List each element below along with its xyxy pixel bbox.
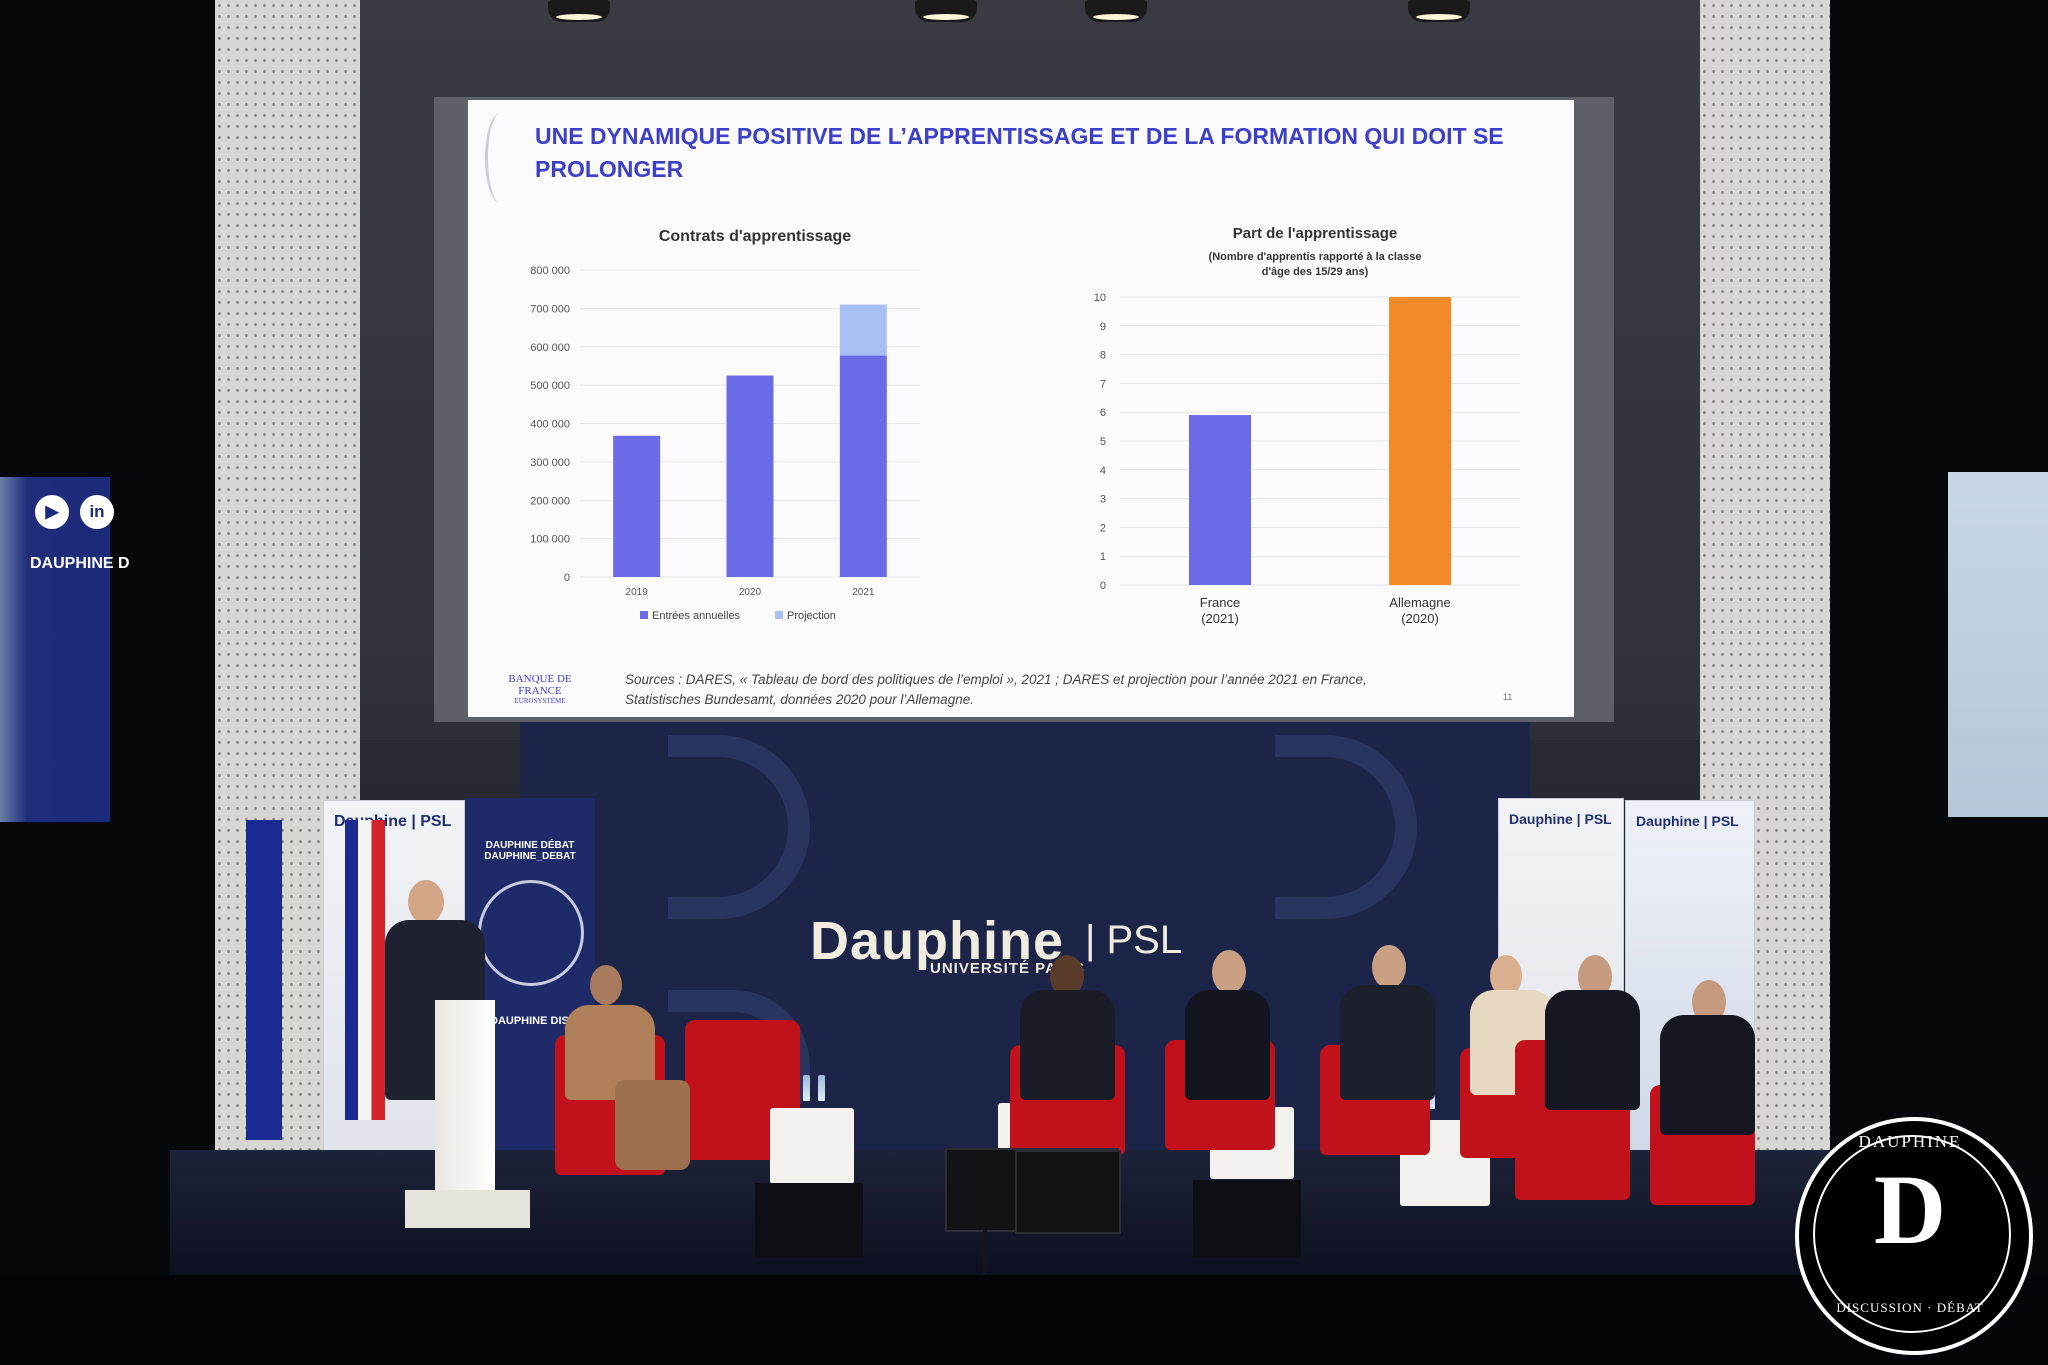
panelist-body: [1660, 1015, 1755, 1135]
chart-apprentissage-contracts: 800 000 700 000 600 000 500 000 400 000 300 0…: [530, 265, 920, 622]
slide-decoration: [485, 113, 516, 203]
banner-seal: [478, 880, 584, 986]
y-tick-label: 700 000: [530, 303, 570, 315]
y-tick-label: 300 000: [530, 457, 570, 469]
slide-source: Sources : DARES, « Tableau de bord des p…: [625, 670, 1505, 710]
panelist-head: [590, 965, 622, 1005]
banner-brand: Dauphine | PSL: [1509, 811, 1612, 827]
right-side-screen: [1948, 472, 2048, 817]
x-tick-label: Allemagne: [1389, 595, 1450, 610]
y-tick-label: 2: [1100, 522, 1106, 534]
bar-france: [1189, 415, 1251, 585]
water-bottle: [818, 1075, 825, 1101]
psl-logo: | PSL: [1085, 918, 1183, 962]
logo-subtext: EUROSYSTÈME: [514, 697, 566, 705]
stage-speaker: [755, 1183, 863, 1258]
y-tick-label: 400 000: [530, 419, 570, 431]
bar-2020: [726, 375, 774, 577]
bar-2021: [839, 355, 887, 577]
x-tick-label: France: [1200, 595, 1240, 610]
french-flag: [345, 820, 385, 1120]
legend-swatch: [775, 611, 783, 619]
chart-subtitle-line: d'âge des 15/29 ans): [1261, 266, 1369, 278]
spotlight: [1408, 0, 1470, 22]
dauphine-logo: Dauphine: [810, 911, 1065, 971]
panelist-body: [1340, 985, 1435, 1100]
legend-label: Entrées annuelles: [652, 610, 741, 622]
source-line: Statistisches Bundesamt, données 2020 po…: [625, 692, 974, 707]
chart-subtitle: (Nombre d'apprentis rapporté à la classe…: [1115, 250, 1515, 280]
panelist-body: [1545, 990, 1640, 1110]
spotlight: [1085, 0, 1147, 22]
panelist-body: [1020, 990, 1115, 1100]
universite-text: UNIVERSITÉ PARIS: [930, 960, 1085, 977]
y-tick-label: 0: [1100, 580, 1106, 592]
watermark-ring: [1813, 1135, 2011, 1333]
confidence-monitor: [1015, 1150, 1121, 1234]
y-tick-label: 200 000: [530, 495, 570, 507]
banner-brand: Dauphine | PSL: [1636, 813, 1739, 829]
youtube-icon: ▶: [35, 495, 69, 529]
panelist-body: [1185, 990, 1270, 1100]
watermark-text-top: DAUPHINE: [1858, 1132, 1962, 1151]
speaker-head: [408, 880, 444, 924]
y-tick-label: 8: [1100, 350, 1106, 362]
x-tick-sublabel: (2021): [1201, 611, 1239, 626]
banner-social-handles: DAUPHINE DÉBAT DAUPHINE_DEBAT: [484, 840, 576, 862]
lectern: [435, 1000, 495, 1210]
logo-text: BANQUE DE FRANCE: [508, 673, 572, 697]
side-table-cube: [770, 1108, 854, 1184]
panelist-head: [1372, 945, 1406, 989]
y-tick-label: 6: [1100, 407, 1106, 419]
spotlight: [548, 0, 610, 22]
y-tick-label: 5: [1100, 436, 1106, 448]
slide-title: UNE DYNAMIQUE POSITIVE DE L’APPRENTISSAG…: [535, 123, 1504, 182]
y-tick-label: 9: [1100, 321, 1106, 333]
stage-speaker: [1193, 1180, 1301, 1258]
y-tick-label: 3: [1100, 494, 1106, 506]
watermark-monogram: D: [1873, 1154, 1947, 1265]
x-tick-sublabel: (2020): [1401, 611, 1439, 626]
left-screen-text: DAUPHINE D: [30, 555, 130, 572]
panelist-legs: [615, 1080, 690, 1170]
chart-subtitle-line: (Nombre d'apprentis rapporté à la classe: [1208, 251, 1422, 263]
chart-title: Part de l'apprentissage: [1232, 225, 1398, 242]
spotlight: [915, 0, 977, 22]
y-tick-label: 600 000: [530, 342, 570, 354]
x-tick-label: 2021: [852, 587, 875, 598]
y-tick-label: 4: [1100, 465, 1106, 477]
eu-flag: [246, 820, 282, 1140]
legend-swatch: [640, 611, 648, 619]
y-tick-label: 800 000: [530, 265, 570, 277]
x-tick-label: 2019: [626, 587, 649, 598]
left-side-screen: [0, 477, 110, 822]
lectern-base: [405, 1190, 530, 1228]
linkedin-icon: in: [80, 495, 114, 529]
y-tick-label: 7: [1100, 378, 1106, 390]
audience-area: [0, 1275, 2048, 1365]
y-tick-label: 100 000: [530, 534, 570, 546]
slide-page-number: 11: [1503, 692, 1513, 702]
source-line: Sources : DARES, « Tableau de bord des p…: [625, 672, 1367, 687]
banque-de-france-logo: BANQUE DE FRANCE EUROSYSTÈME: [490, 673, 590, 705]
watermark-text-bottom: DISCUSSION · DÉBAT: [1836, 1300, 1984, 1315]
x-tick-label: 2020: [739, 587, 762, 598]
y-tick-label: 10: [1094, 292, 1106, 304]
y-tick-label: 0: [564, 572, 570, 584]
panelist-head: [1212, 950, 1246, 994]
bar-2019: [613, 435, 661, 577]
water-bottle: [803, 1075, 810, 1101]
y-tick-label: 1: [1100, 551, 1106, 563]
bar-allemagne: [1389, 297, 1451, 585]
bar-2021: [839, 304, 887, 356]
chart-title: Contrats d'apprentissage: [658, 228, 852, 245]
y-tick-label: 500 000: [530, 380, 570, 392]
legend-label: Projection: [787, 610, 836, 622]
